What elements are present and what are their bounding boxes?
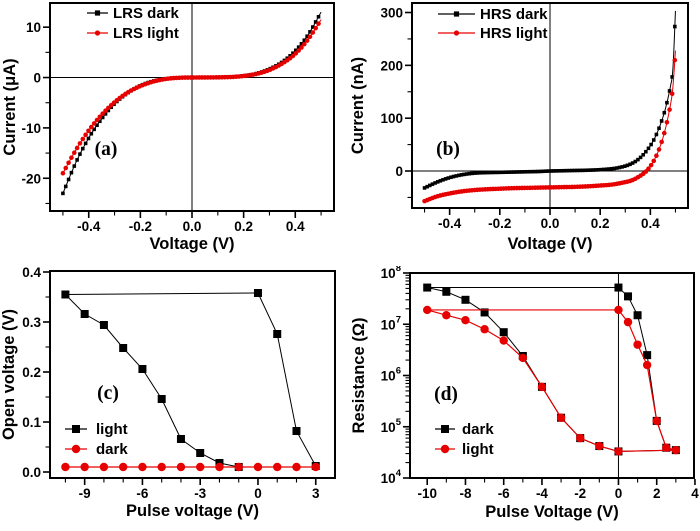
y-tick-label: 200 <box>380 58 403 73</box>
x-tick-label: 0.4 <box>641 216 660 231</box>
y-tick-label: 0.1 <box>22 415 41 430</box>
legend: light dark <box>65 421 128 458</box>
axis-ticks <box>43 271 317 485</box>
y-tick-label: 0.2 <box>22 365 41 380</box>
axis-tick-labels: -9 -6 -3 0 3 0.4 0.3 0.2 0.1 0.0 <box>22 266 320 501</box>
x-tick-label: 2 <box>653 486 661 501</box>
x-tick-label: -6 <box>136 486 148 501</box>
series-markers-lrs-light <box>60 21 321 176</box>
x-tick-label: -2 <box>574 486 586 501</box>
y-tick-label: -20 <box>21 171 41 186</box>
x-tick-label: 0.0 <box>541 216 560 231</box>
panel-label: (a) <box>95 139 118 160</box>
series-markers-dark <box>61 462 320 472</box>
y-tick-label: 0.3 <box>22 315 41 330</box>
series-group <box>422 10 678 204</box>
axis-tick-labels: -0.4 -0.2 0.0 0.2 0.4 10 0 -10 -20 <box>21 20 305 234</box>
x-tick-label: -10 <box>417 486 437 501</box>
y-tick-label: 105 <box>381 417 402 435</box>
legend-label-hrs-dark: HRS dark <box>480 6 548 23</box>
series-markers-lrs-dark <box>61 14 321 196</box>
plot-frame <box>49 270 336 479</box>
y-tick-label: 100 <box>380 111 403 126</box>
y-tick-label: 0 <box>395 164 403 179</box>
axis-ticks <box>403 272 696 485</box>
x-tick-label: 0.0 <box>183 219 202 234</box>
panel-d-resistance-chart: -10 -8 -6 -4 -2 0 2 4 108 107 106 105 104 Pulse Volta… <box>350 266 700 521</box>
y-tick-label: 0.4 <box>22 266 41 280</box>
panel-label: (b) <box>436 139 460 160</box>
x-tick-label: -9 <box>79 486 91 501</box>
x-axis-title: Pulse voltage (V) <box>126 502 259 520</box>
x-axis-title: Voltage (V) <box>150 235 235 253</box>
y-tick-label: 106 <box>381 366 401 384</box>
legend-label-lrs-light: LRS light <box>113 25 179 42</box>
x-tick-label: 4 <box>691 486 699 501</box>
y-tick-label: 108 <box>381 266 401 281</box>
x-axis-title: Pulse Voltage (V) <box>485 503 619 521</box>
y-tick-label: 300 <box>380 6 403 21</box>
x-tick-label: 0 <box>254 486 262 501</box>
panel-label: (d) <box>434 384 458 405</box>
x-tick-label: 0.2 <box>234 219 253 234</box>
y-tick-label: 10 <box>26 20 41 35</box>
axis-tick-labels: -10 -8 -6 -4 -2 0 2 4 108 107 106 105 104 <box>381 266 700 501</box>
series-group <box>61 289 320 472</box>
series-group <box>60 11 322 196</box>
y-tick-label: 0.0 <box>22 465 41 480</box>
x-tick-label: 0 <box>615 486 623 501</box>
x-tick-label: -0.4 <box>438 216 462 231</box>
legend: LRS dark LRS light <box>87 5 180 42</box>
y-axis-title: Open voltage (V) <box>0 309 18 440</box>
panel-label: (c) <box>97 383 119 404</box>
x-tick-label: 0.2 <box>591 216 610 231</box>
axis-tick-labels: -0.4 -0.2 0.0 0.2 0.4 300 200 100 0 <box>380 6 660 231</box>
x-tick-label: -4 <box>536 486 548 501</box>
legend: dark light <box>435 421 494 458</box>
series-markers-hrs-dark <box>422 24 677 190</box>
legend-label-lrs-dark: LRS dark <box>113 5 180 22</box>
x-tick-label: -0.4 <box>77 219 101 234</box>
series-markers-hrs-light <box>422 57 678 204</box>
x-axis-title: Voltage (V) <box>508 235 593 253</box>
y-axis-title: Resistance (Ω) <box>350 318 368 434</box>
y-tick-label: 107 <box>381 314 401 332</box>
y-tick-label: 0 <box>33 71 41 86</box>
x-tick-label: -6 <box>498 486 510 501</box>
plot-frame <box>409 272 695 479</box>
series-markers-light <box>423 305 681 456</box>
y-axis-title: Current (μA) <box>1 58 19 155</box>
panel-c-open-voltage-chart: -9 -6 -3 0 3 0.4 0.3 0.2 0.1 0.0 Pulse voltage (V)… <box>0 266 336 520</box>
x-tick-label: 0.4 <box>286 219 305 234</box>
x-tick-label: -3 <box>194 486 206 501</box>
panel-a-lrs-iv-chart: -0.4 -0.2 0.0 0.2 0.4 10 0 -10 -20 Voltage (V) Cur… <box>1 2 335 253</box>
legend-label-light: light <box>462 441 494 458</box>
x-tick-label: 3 <box>312 486 320 501</box>
axis-ticks <box>405 11 677 215</box>
legend-label-hrs-light: HRS light <box>480 25 548 42</box>
reference-lines <box>50 3 334 211</box>
x-tick-label: -0.2 <box>488 216 511 231</box>
x-tick-label: -8 <box>459 486 471 501</box>
panel-b-hrs-iv-chart: -0.4 -0.2 0.0 0.2 0.4 300 200 100 0 Voltage (V) Cu… <box>350 2 689 253</box>
legend: HRS dark HRS light <box>438 6 548 42</box>
plot-frame <box>411 2 689 209</box>
y-tick-label: -10 <box>21 121 41 136</box>
plot-frame <box>49 2 335 212</box>
x-tick-label: -0.2 <box>129 219 152 234</box>
y-tick-label: 104 <box>381 468 402 486</box>
axis-ticks <box>43 26 322 218</box>
series-group <box>423 283 681 456</box>
legend-label-light: light <box>96 421 128 438</box>
y-axis-title: Current (nA) <box>350 57 367 154</box>
legend-label-dark: dark <box>462 421 494 438</box>
legend-label-dark: dark <box>96 441 128 458</box>
